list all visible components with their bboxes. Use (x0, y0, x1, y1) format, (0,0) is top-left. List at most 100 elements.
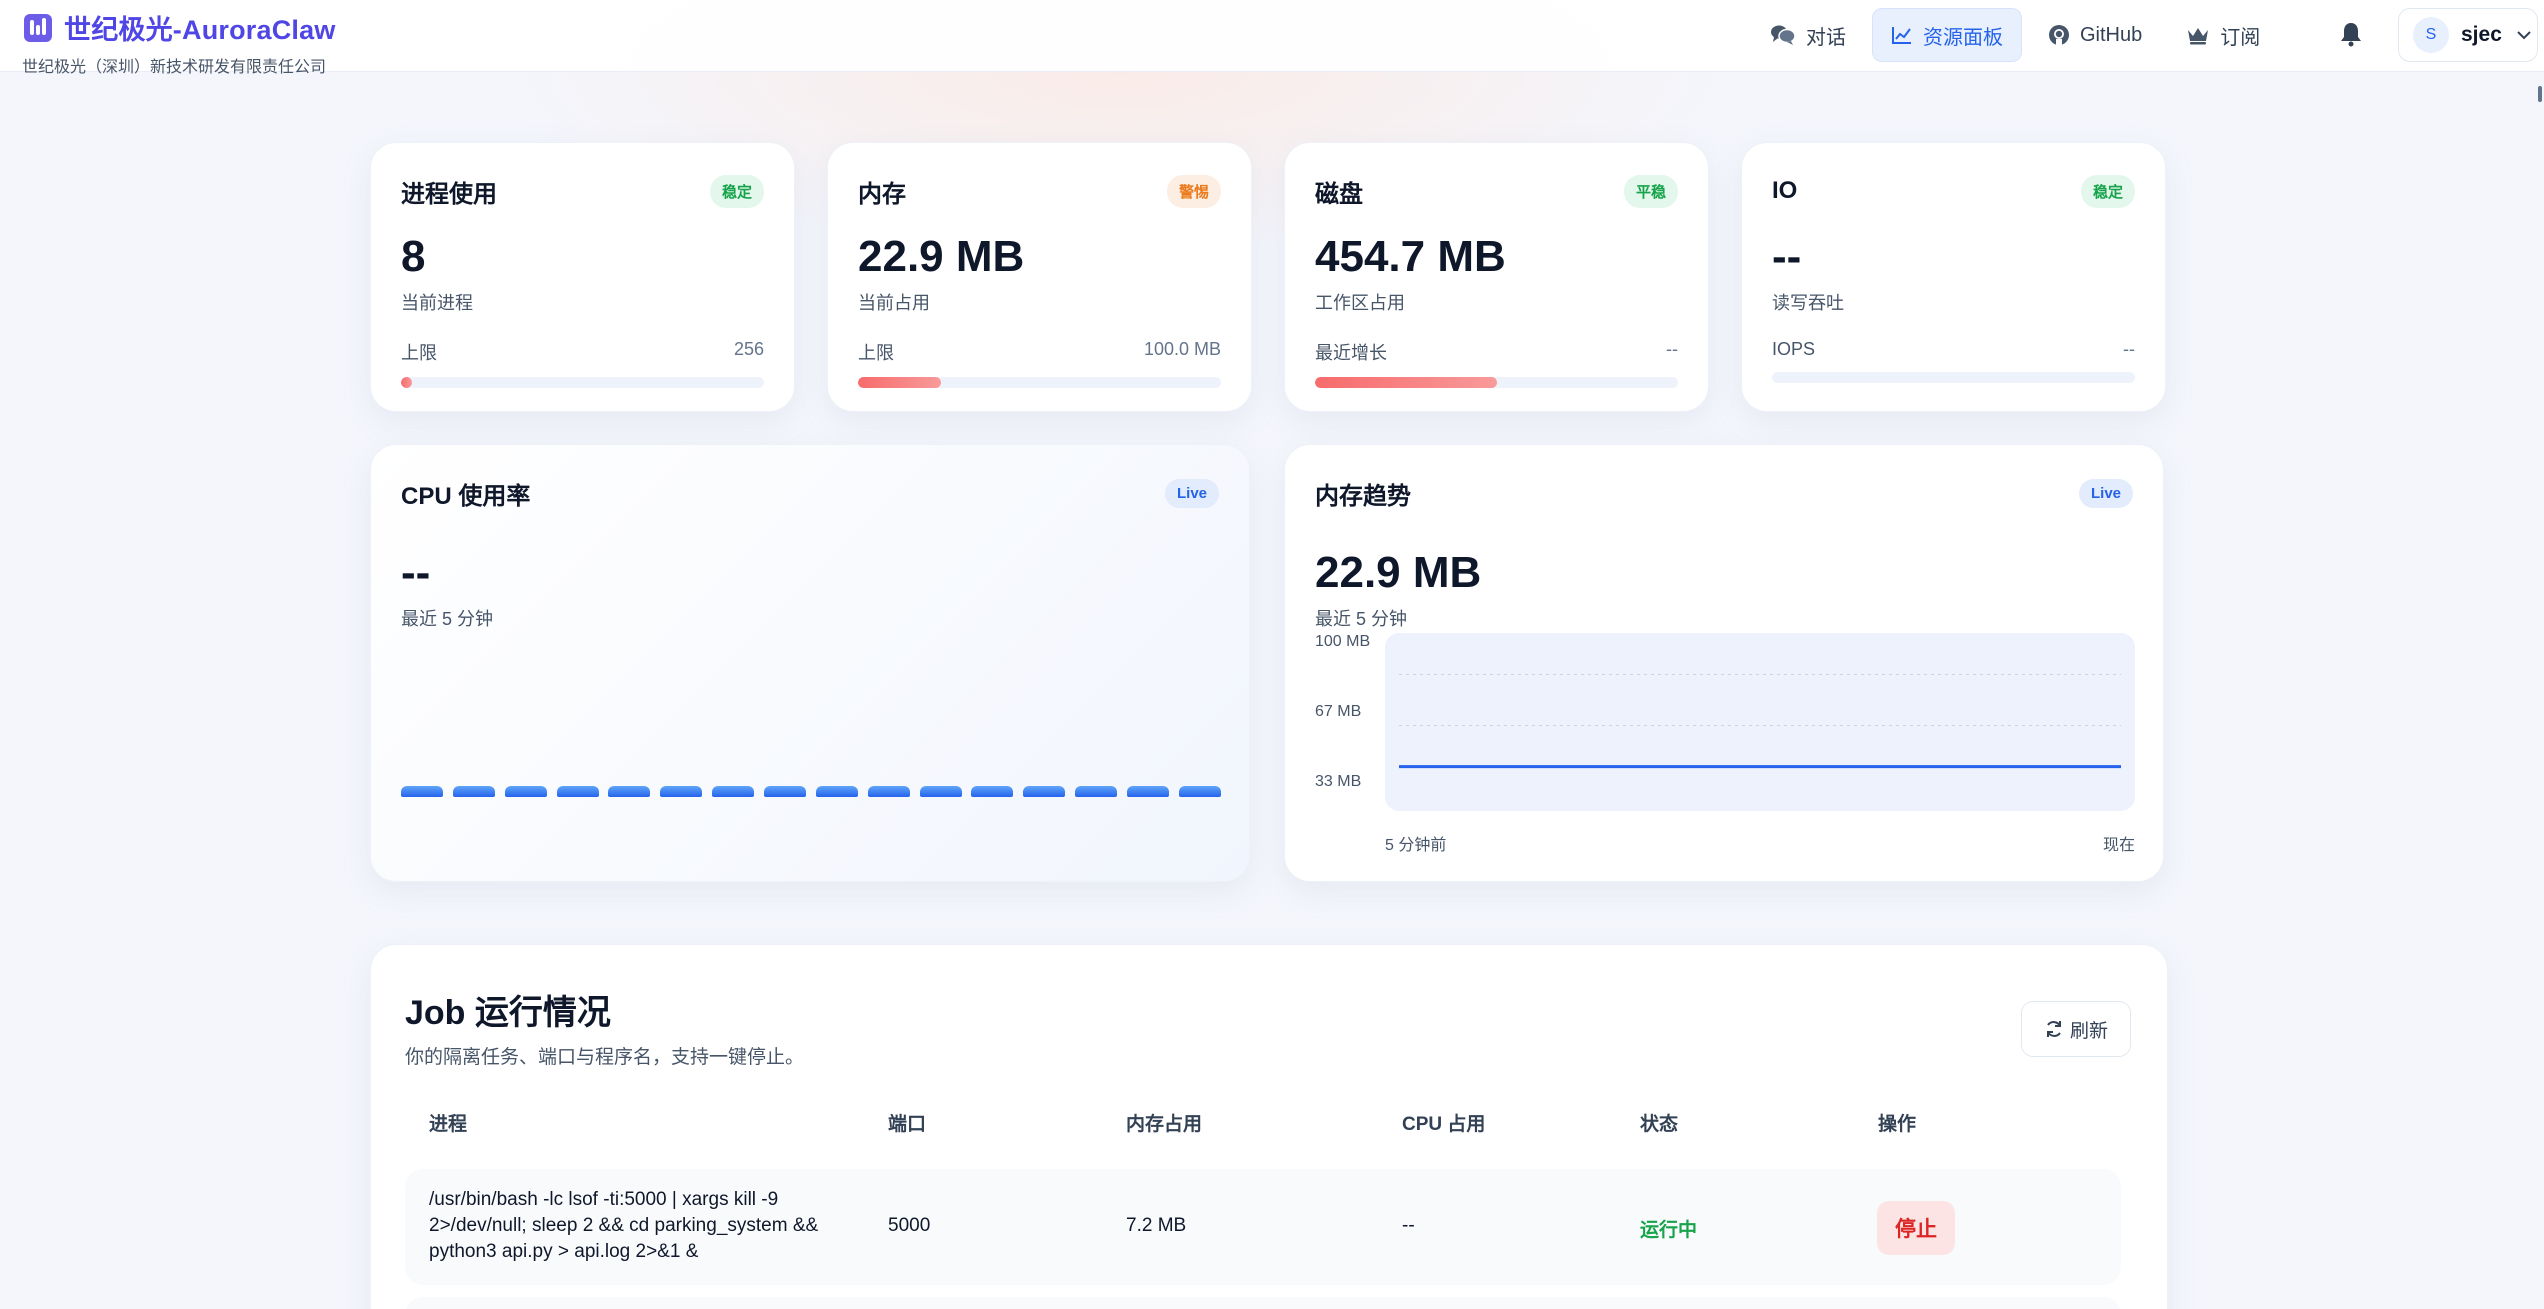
stat-card-disk: 磁盘 平稳 454.7 MB 工作区占用 最近增长 -- (1284, 142, 1709, 412)
y-tick-label: 100 MB (1315, 633, 1371, 650)
chat-bubbles-icon (1771, 25, 1796, 45)
x-tick-label-start: 5 分钟前 (1385, 837, 1447, 854)
limit-label: 上限 (401, 343, 437, 363)
cpu-bar-segment (660, 786, 703, 797)
cpu-bar-segment (815, 786, 858, 797)
limit-label: IOPS (1772, 339, 1816, 359)
jobs-title: Job 运行情况 (405, 994, 611, 1032)
nav-item-chat[interactable]: 对话 (1752, 8, 1864, 62)
usage-bar (401, 377, 764, 388)
usage-bar-fill (401, 377, 412, 388)
cpu-bar-segment (712, 786, 755, 797)
cpu-bar-segment (608, 786, 651, 797)
table-row (405, 1297, 2121, 1309)
jobs-subtitle: 你的隔离任务、端口与程序名，支持一键停止。 (405, 1047, 805, 1068)
status-badge: 平稳 (1623, 174, 1678, 208)
usage-bar (1315, 377, 1678, 388)
nav-item-label: 订阅 (2220, 26, 2261, 49)
main-nav: 对话 资源面板 GitHub 订阅 (1752, 8, 2286, 62)
user-name: sjec (2461, 23, 2502, 46)
cpu-bar-segment (1127, 786, 1170, 797)
stat-caption: 读写吞吐 (1772, 293, 1844, 313)
cpu-usage-card: CPU 使用率 Live -- 最近 5 分钟 (370, 444, 1250, 882)
chevron-down-icon (2517, 31, 2531, 40)
nav-item-subscribe[interactable]: 订阅 (2168, 8, 2278, 62)
stat-caption: 工作区占用 (1315, 293, 1405, 313)
limit-value: 256 (733, 339, 764, 359)
memory-line-chart: 100 MB 67 MB 33 MB 5 分钟前 现在 (1315, 624, 2135, 854)
column-header: 内存占用 (1126, 1114, 1203, 1135)
live-badge: Live (1164, 478, 1219, 508)
brand-subtitle: 世纪极光（深圳）新技术研发有限责任公司 (22, 59, 327, 76)
cpu-caption: 最近 5 分钟 (401, 609, 494, 629)
usage-bar (858, 377, 1221, 388)
stat-caption: 当前进程 (401, 293, 473, 313)
cpu-bar-segment (764, 786, 807, 797)
process-cpu: -- (1402, 1215, 1415, 1236)
cpu-bar-segment (556, 786, 599, 797)
stat-value: 8 (401, 232, 426, 281)
cpu-bar-segment (1023, 786, 1066, 797)
stat-card-io: IO 稳定 -- 读写吞吐 IOPS -- (1741, 142, 2166, 412)
stat-value: 454.7 MB (1315, 232, 1506, 281)
limit-label: 最近增长 (1315, 343, 1387, 363)
stat-card-memory: 内存 警惕 22.9 MB 当前占用 上限 100.0 MB (827, 142, 1252, 412)
card-title: 进程使用 (401, 180, 497, 208)
x-tick-label-end: 现在 (2102, 837, 2135, 854)
refresh-icon (2046, 1021, 2061, 1037)
stat-value: -- (1772, 232, 1802, 281)
stat-value: 22.9 MB (858, 232, 1025, 281)
user-menu[interactable]: S sjec (2398, 8, 2538, 62)
avatar: S (2413, 17, 2449, 53)
cpu-bar-segment (401, 786, 443, 797)
cpu-value: -- (401, 548, 431, 597)
cpu-bar-segment (867, 786, 910, 797)
card-title: CPU 使用率 (401, 482, 531, 510)
process-memory: 7.2 MB (1126, 1215, 1187, 1236)
memory-trend-value: 22.9 MB (1315, 548, 1482, 597)
nav-item-label: GitHub (2080, 23, 2143, 46)
brand[interactable]: 世纪极光-AuroraClaw 世纪极光（深圳）新技术研发有限责任公司 (22, 8, 336, 77)
nav-item-github[interactable]: GitHub (2030, 8, 2160, 62)
limit-value: -- (2123, 339, 2135, 359)
cpu-bar-segment (504, 786, 547, 797)
usage-bar-fill (1315, 377, 1497, 388)
nav-item-resources[interactable]: 资源面板 (1872, 8, 2022, 62)
table-row: /usr/bin/bash -lc lsof -ti:5000 | xargs … (405, 1169, 2121, 1285)
cpu-bar-segment (1178, 786, 1221, 797)
usage-bar-fill (858, 377, 942, 388)
limit-value: -- (1666, 339, 1678, 359)
stat-card-processes: 进程使用 稳定 8 当前进程 上限 256 (370, 142, 795, 412)
status-badge: 稳定 (2080, 174, 2135, 208)
top-bar: 世纪极光-AuroraClaw 世纪极光（深圳）新技术研发有限责任公司 对话 资… (0, 0, 2544, 76)
brand-title: 世纪极光-AuroraClaw (64, 15, 336, 45)
column-header: CPU 占用 (1402, 1114, 1486, 1135)
cpu-bar-segment (1075, 786, 1118, 797)
bell-icon[interactable] (2338, 20, 2364, 48)
y-tick-label: 67 MB (1315, 703, 1362, 720)
nav-item-label: 对话 (1806, 26, 1846, 49)
y-tick-label: 33 MB (1315, 773, 1362, 790)
refresh-button[interactable]: 刷新 (2021, 1001, 2131, 1057)
plot-svg (1399, 624, 2121, 769)
process-command: /usr/bin/bash -lc lsof -ti:5000 | xargs … (429, 1189, 819, 1262)
scrollbar-thumb[interactable] (2538, 86, 2542, 102)
memory-trend-card: 内存趋势 Live 22.9 MB 最近 5 分钟 100 MB 67 MB 3… (1284, 444, 2164, 882)
table-header: 进程 端口 内存占用 CPU 占用 状态 操作 (405, 1109, 2121, 1149)
card-title: 内存趋势 (1315, 482, 1411, 510)
stop-button[interactable]: 停止 (1877, 1201, 1955, 1255)
cpu-bar-segment (452, 786, 495, 797)
status-badge: 稳定 (709, 174, 764, 208)
card-title: 内存 (858, 180, 906, 208)
stat-caption: 当前占用 (858, 293, 930, 313)
limit-label: 上限 (858, 343, 894, 363)
status-badge: 警惕 (1166, 174, 1221, 208)
process-port: 5000 (888, 1215, 931, 1236)
cpu-bar-segment (971, 786, 1014, 797)
column-header: 操作 (1878, 1114, 1917, 1135)
live-badge: Live (2078, 478, 2133, 508)
jobs-card: Job 运行情况 你的隔离任务、端口与程序名，支持一键停止。 刷新 进程 端口 … (370, 944, 2168, 1309)
nav-item-label: 资源面板 (1923, 26, 2003, 49)
brand-logo-icon (24, 13, 52, 42)
crown-icon (2188, 28, 2209, 45)
